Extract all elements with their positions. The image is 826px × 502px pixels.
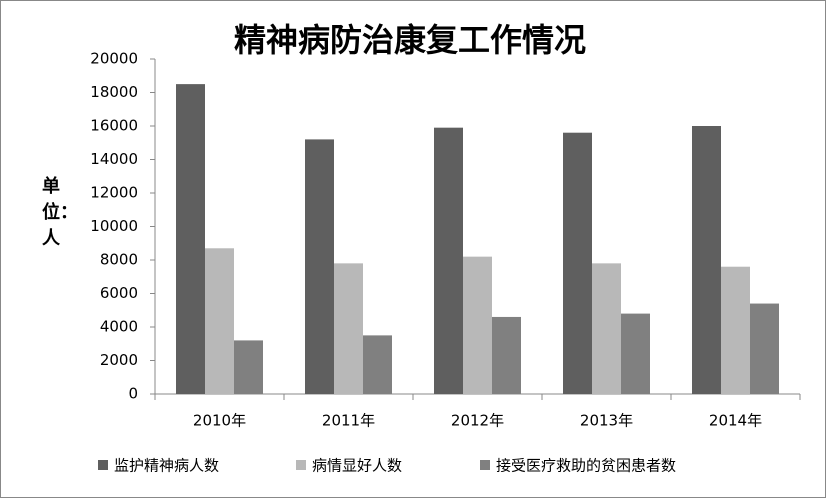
legend-swatch bbox=[480, 460, 490, 470]
y-tick-label: 12000 bbox=[90, 184, 138, 202]
legend-label: 病情显好人数 bbox=[312, 457, 402, 475]
x-tick-label: 2012年 bbox=[451, 412, 504, 430]
bar bbox=[205, 248, 234, 394]
y-tick-label: 10000 bbox=[90, 217, 138, 235]
bar bbox=[334, 263, 363, 394]
chart-title: 精神病防治康复工作情况 bbox=[234, 21, 586, 59]
bar bbox=[692, 126, 721, 394]
y-tick-label: 20000 bbox=[90, 50, 138, 68]
bar bbox=[176, 84, 205, 394]
bar bbox=[463, 256, 492, 394]
y-tick-label: 2000 bbox=[100, 351, 138, 369]
y-tick-label: 4000 bbox=[100, 318, 138, 336]
y-tick-label: 16000 bbox=[90, 117, 138, 135]
x-tick-label: 2011年 bbox=[322, 412, 375, 430]
bar bbox=[234, 340, 263, 394]
legend-swatch bbox=[98, 460, 108, 470]
bar bbox=[621, 313, 650, 394]
bar bbox=[750, 303, 779, 394]
legend-swatch bbox=[296, 460, 306, 470]
y-tick-label: 8000 bbox=[100, 251, 138, 269]
x-tick-label: 2013年 bbox=[580, 412, 633, 430]
bar bbox=[434, 127, 463, 395]
x-tick-label: 2010年 bbox=[193, 412, 246, 430]
y-tick-label: 0 bbox=[128, 385, 138, 403]
x-tick-label: 2014年 bbox=[709, 412, 762, 430]
bar bbox=[563, 132, 592, 394]
y-axis-label: 单位：人 bbox=[42, 176, 78, 249]
y-tick-label: 18000 bbox=[90, 83, 138, 101]
bar bbox=[492, 316, 521, 394]
bar bbox=[305, 139, 334, 394]
legend-label: 接受医疗救助的贫困患者数 bbox=[496, 457, 676, 475]
bar bbox=[363, 335, 392, 394]
bar bbox=[592, 263, 621, 394]
y-tick-label: 6000 bbox=[100, 284, 138, 302]
legend-label: 监护精神病人数 bbox=[114, 457, 219, 475]
bar bbox=[721, 266, 750, 394]
y-tick-label: 14000 bbox=[90, 150, 138, 168]
